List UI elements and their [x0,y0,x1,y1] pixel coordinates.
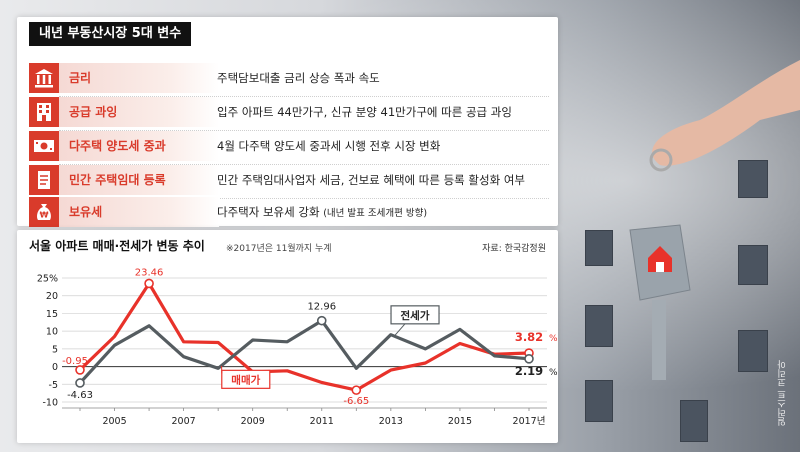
series-line-jeonse [78,319,530,385]
svg-text:₩: ₩ [40,211,49,220]
y-tick-label: -5 [49,380,58,391]
y-tick-label: 5 [52,344,58,355]
bank-icon [29,63,59,93]
variable-label: 금리 [69,71,92,85]
variable-label: 공급 과잉 [69,105,118,119]
data-point [351,385,362,395]
series-line-sale [78,281,530,392]
y-tick-label: 20 [46,291,58,302]
data-label: 12.96 [307,302,336,313]
legend-box-sale [221,369,271,389]
data-point [75,378,85,388]
y-tick-label: 10 [46,327,58,338]
data-label: -6.65 [343,396,369,407]
data-label: -4.63 [67,390,93,401]
building-icon [29,97,59,127]
y-tick-label: 25% [37,274,58,285]
x-tick-label: 2007 [172,416,196,427]
variable-row-capital-gains-tax: 다주택 양도세 중과 4월 다주택 양도세 중과세 시행 전후 시장 변화 [29,131,549,165]
y-tick-label: 0 [52,362,58,373]
data-point [524,354,534,364]
variable-row-oversupply: 공급 과잉 입주 아파트 44만가구, 신규 분양 41만가구에 따른 공급 과… [29,97,549,131]
variable-desc: 다주택자 보유세 강화 (내년 발표 조세개편 방향) [217,205,428,219]
chart-title: 서울 아파트 매매·전세가 변동 추이 [29,239,205,253]
variable-desc: 주택담보대출 금리 상승 폭과 속도 [217,71,380,85]
x-tick-label: 2017년 [513,416,546,427]
legend-leader-jeonse [393,323,406,337]
variables-panel: 내년 부동산시장 5대 변수 금리 주택담보대출 금리 상승 폭과 속도 공급 … [17,17,558,227]
variable-row-interest-rate: 금리 주택담보대출 금리 상승 폭과 속도 [29,63,549,97]
variable-row-holding-tax: ₩ 보유세 다주택자 보유세 강화 (내년 발표 조세개편 방향) [29,197,549,227]
legend-box-jeonse [390,305,440,325]
x-tick-label: 2011 [310,416,334,427]
variable-label: 보유세 [69,205,103,219]
x-tick-label: 2005 [102,416,126,427]
document-icon [29,165,59,195]
data-label: 3.82 [515,330,543,344]
variable-label: 민간 주택임대 등록 [69,173,166,187]
x-tick-label: 2013 [379,416,403,427]
x-tick-label: 2009 [241,416,265,427]
data-label-unit: % [549,334,558,344]
chart-source: 자료: 한국감정원 [482,244,546,254]
variable-desc: 4월 다주택 양도세 중과세 시행 전후 시장 변화 [217,139,441,153]
data-label: -0.95 [62,356,88,367]
photo-credit: 일러스트 코리아 [778,360,788,426]
variable-label: 다주택 양도세 중과 [69,139,166,153]
data-point [75,365,85,375]
x-tick-label: 2015 [448,416,472,427]
panel-title: 내년 부동산시장 5대 변수 [29,22,192,46]
won-bag-icon: ₩ [29,197,59,227]
data-point [144,278,154,289]
data-label: 23.46 [135,267,164,278]
y-tick-label: 15 [46,309,58,320]
variable-desc: 입주 아파트 44만가구, 신규 분양 41만가구에 따른 공급 과잉 [217,105,512,119]
data-point [316,315,327,326]
y-tick-label: -10 [42,398,58,409]
data-label-unit: % [549,368,558,378]
money-icon [29,131,59,161]
data-label: 2.19 [515,364,543,378]
price-trend-chart-card: 서울 아파트 매매·전세가 변동 추이 ※2017년은 11월까지 누계 자료:… [17,230,558,443]
legend-label-jeonse: 전세가 [401,309,430,322]
chart-subtitle: ※2017년은 11월까지 누계 [226,244,332,254]
legend-label-sale: 매매가 [231,373,260,386]
variable-desc: 민간 주택임대사업자 세금, 건보료 혜택에 따른 등록 활성화 여부 [217,173,525,187]
variable-row-rental-registration: 민간 주택임대 등록 민간 주택임대사업자 세금, 건보료 혜택에 따른 등록 … [29,165,549,199]
